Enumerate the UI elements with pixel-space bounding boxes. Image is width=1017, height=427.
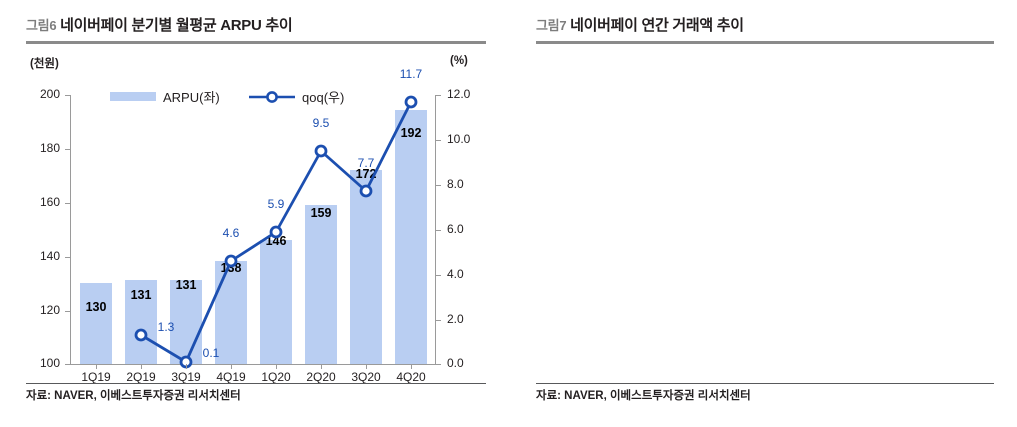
legend-item-arpu: ARPU(좌): [110, 87, 220, 106]
y-tick-right-0: [436, 364, 441, 365]
legend-label-qoq: qoq(우): [302, 90, 345, 105]
y-label-left-160: 160: [39, 195, 60, 209]
footnote-right: 자료: NAVER, 이베스트투자증권 리서치센터: [536, 390, 751, 402]
y-axis-right-line: [435, 95, 436, 365]
y-label-right-4: 4.0: [447, 267, 464, 281]
title-divider-left: [26, 41, 486, 44]
legend-item-qoq: qoq(우): [249, 87, 344, 106]
y-label-right-12: 12.0: [447, 87, 471, 101]
y-tick-right-8: [436, 185, 441, 186]
y-label-right-0: 0.0: [447, 356, 464, 370]
x-tick-4: [231, 364, 232, 369]
y-tick-right-4: [436, 275, 441, 276]
x-tick-7: [366, 364, 367, 369]
y-label-left-200: 200: [39, 87, 60, 101]
page-title-left: 그림6 네이버페이 분기별 월평균 ARPU 추이: [26, 14, 293, 35]
x-label-4q20: 4Q20: [396, 370, 426, 384]
figure-title-right: 네이버페이 연간 거래액 추이: [570, 17, 744, 34]
x-label-1q19: 1Q19: [81, 370, 111, 384]
y-label-right-2: 2.0: [447, 312, 464, 326]
footnote-divider-left: [26, 383, 486, 384]
x-label-3q19: 3Q19: [171, 370, 201, 384]
y-tick-left-140: [65, 257, 70, 258]
qoq-point-4q20: [404, 95, 418, 109]
bar-label-2q19: 131: [130, 288, 152, 302]
x-tick-6: [321, 364, 322, 369]
y-label-right-6: 6.0: [447, 222, 464, 236]
y-tick-left-180: [65, 149, 70, 150]
x-label-4q19: 4Q19: [216, 370, 246, 384]
x-label-1q20: 1Q20: [261, 370, 291, 384]
y-tick-left-160: [65, 203, 70, 204]
x-tick-1: [96, 364, 97, 369]
y-label-left-180: 180: [39, 141, 60, 155]
bar-label-2q20: 159: [310, 206, 332, 220]
y-label-left-100: 100: [39, 356, 60, 370]
legend-bar-swatch-icon: [110, 92, 156, 101]
y-tick-left-200: [65, 95, 70, 96]
footnote-divider-right: [536, 383, 994, 384]
x-tick-3: [186, 364, 187, 369]
bar-4q19: [215, 261, 247, 364]
x-tick-8: [411, 364, 412, 369]
legend-line-marker-icon: [249, 90, 295, 103]
qoq-label-1q20: 5.9: [267, 197, 285, 211]
qoq-label-4q20: 11.7: [399, 67, 423, 81]
y-tick-right-10: [436, 140, 441, 141]
bar-2q19: [125, 280, 157, 364]
bar-4q20: [395, 110, 427, 364]
figure-title-left: 네이버페이 분기별 월평균 ARPU 추이: [60, 17, 293, 34]
x-tick-5: [276, 364, 277, 369]
y-tick-left-100: [65, 364, 70, 365]
figure-number-right: 그림7: [536, 18, 567, 33]
left-axis-unit-label: (천원): [30, 58, 59, 70]
y-tick-right-6: [436, 230, 441, 231]
x-tick-2: [141, 364, 142, 369]
bar-2q20: [305, 205, 337, 364]
page-title-right: 그림7 네이버페이 연간 거래액 추이: [536, 14, 744, 35]
bar-label-4q20: 192: [400, 126, 422, 140]
x-axis-line: [70, 364, 436, 365]
qoq-point-2q19: [134, 328, 148, 342]
qoq-label-2q20: 9.5: [312, 116, 330, 130]
figure-panel-right: 그림7 네이버페이 연간 거래액 추이 (조원) 11.4 16.2 25.9 …: [510, 0, 1017, 427]
bar-1q19: [80, 283, 112, 364]
y-tick-right-12: [436, 95, 441, 96]
right-axis-unit-label: (%): [450, 55, 468, 67]
chart-arpu-quarterly: (천원) (%) ARPU(좌) qoq(우): [26, 55, 486, 384]
qoq-label-4q19: 4.6: [222, 226, 240, 240]
bar-label-1q20: 146: [265, 234, 287, 248]
x-label-2q19: 2Q19: [126, 370, 156, 384]
figure-number-left: 그림6: [26, 18, 57, 33]
legend-label-arpu: ARPU(좌): [163, 90, 220, 105]
y-label-right-10: 10.0: [447, 132, 471, 146]
figure-panel-left: 그림6 네이버페이 분기별 월평균 ARPU 추이 (천원) (%) ARPU(…: [26, 14, 486, 402]
bar-3q20: [350, 170, 382, 364]
bar-label-3q19: 131: [175, 278, 197, 292]
y-label-right-8: 8.0: [447, 177, 464, 191]
qoq-point-4q19: [224, 254, 238, 268]
x-label-3q20: 3Q20: [351, 370, 381, 384]
qoq-line-series: [134, 95, 418, 369]
bar-label-3q20: 172: [355, 167, 377, 181]
y-label-left-140: 140: [39, 249, 60, 263]
qoq-point-2q20: [314, 144, 328, 158]
qoq-label-3q20: 7.7: [357, 156, 375, 170]
y-tick-left-120: [65, 311, 70, 312]
title-divider-right: [536, 41, 994, 44]
qoq-point-1q20: [269, 225, 283, 239]
bar-label-1q19: 130: [85, 300, 107, 314]
qoq-point-3q20: [359, 184, 373, 198]
qoq-label-3q19: 0.1: [202, 346, 220, 360]
y-tick-right-2: [436, 320, 441, 321]
y-label-left-120: 120: [39, 303, 60, 317]
y-axis-left-line: [70, 95, 71, 365]
bar-3q19: [170, 280, 202, 364]
bar-1q20: [260, 240, 292, 364]
footnote-left: 자료: NAVER, 이베스트투자증권 리서치센터: [26, 390, 241, 402]
qoq-label-2q19: 1.3: [157, 320, 175, 334]
x-label-2q20: 2Q20: [306, 370, 336, 384]
